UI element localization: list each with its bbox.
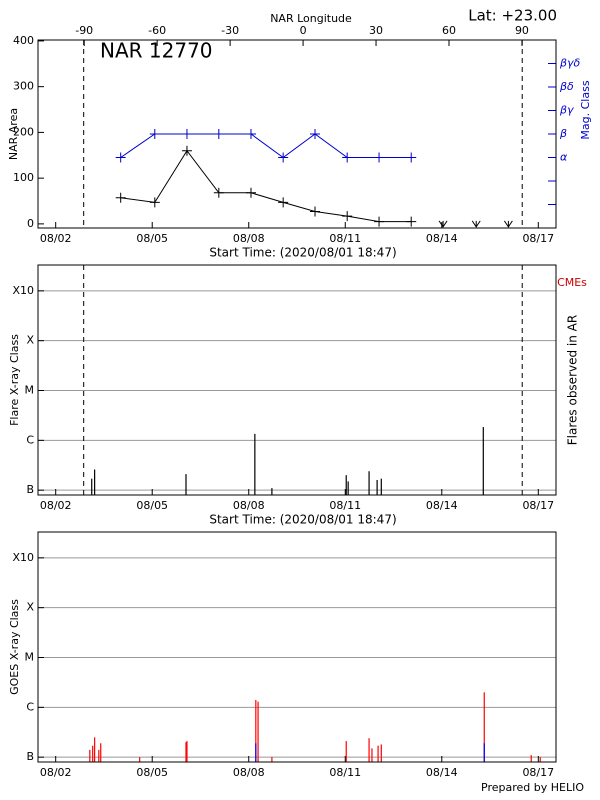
marker bbox=[471, 220, 481, 228]
marker bbox=[406, 152, 417, 163]
x-tick-label: 08/05 bbox=[136, 499, 168, 512]
marker bbox=[310, 129, 321, 139]
marker bbox=[115, 192, 126, 203]
marker bbox=[278, 197, 289, 208]
marker bbox=[438, 220, 448, 228]
y-axis-title: Flare X-ray Class bbox=[8, 334, 21, 426]
y2-tick-label: βδ bbox=[559, 80, 574, 93]
y-tick-label: M bbox=[25, 651, 35, 664]
y2-tick-label: β bbox=[559, 127, 567, 140]
latitude-label: Lat: +23.00 bbox=[468, 7, 557, 25]
marker bbox=[374, 152, 385, 163]
x-axis-title: Start Time: (2020/08/01 18:47) bbox=[209, 246, 396, 260]
x-tick-label: 08/17 bbox=[522, 766, 554, 779]
x2-tick-label: -60 bbox=[148, 24, 166, 37]
y2-axis-title: Flares observed in AR bbox=[566, 315, 580, 445]
marker bbox=[406, 216, 417, 227]
x-tick-label: 08/11 bbox=[329, 499, 361, 512]
marker bbox=[310, 206, 321, 217]
marker bbox=[213, 129, 224, 139]
x-tick-label: 08/02 bbox=[40, 766, 72, 779]
x-tick-label: 08/14 bbox=[426, 766, 458, 779]
footer: Prepared by HELIO bbox=[481, 781, 584, 794]
y-tick-label: X bbox=[26, 601, 34, 614]
y2-tick-label: α bbox=[560, 151, 568, 164]
x-tick-label: 08/02 bbox=[40, 499, 72, 512]
x-tick-label: 08/08 bbox=[233, 766, 265, 779]
y-axis-title: GOES X-ray Class bbox=[8, 599, 21, 695]
y-tick-label: 100 bbox=[13, 171, 34, 184]
y-tick-label: 400 bbox=[13, 34, 34, 47]
marker bbox=[213, 187, 224, 198]
marker bbox=[181, 129, 192, 139]
x-tick-label: 08/05 bbox=[136, 766, 168, 779]
x-tick-label: 08/11 bbox=[329, 766, 361, 779]
y-tick-label: B bbox=[26, 750, 34, 763]
y-tick-label: M bbox=[25, 384, 35, 397]
x-tick-label: 08/14 bbox=[426, 499, 458, 512]
y-tick-label: 200 bbox=[13, 125, 34, 138]
plot-frame bbox=[37, 264, 557, 496]
y-tick-label: C bbox=[26, 700, 34, 713]
x-tick-label: 08/08 bbox=[233, 499, 265, 512]
y-tick-label: 0 bbox=[27, 217, 34, 230]
y2-axis-title: Mag. Class bbox=[579, 80, 592, 139]
plot-frame bbox=[37, 39, 557, 229]
x2-tick-label: -90 bbox=[75, 24, 93, 37]
x-tick-label: 08/05 bbox=[136, 232, 168, 245]
marker bbox=[245, 187, 256, 198]
y-tick-label: C bbox=[26, 433, 34, 446]
x2-axis-title: NAR Longitude bbox=[270, 12, 352, 25]
x-tick-label: 08/17 bbox=[522, 499, 554, 512]
x-tick-label: 08/02 bbox=[40, 232, 72, 245]
y-tick-label: X bbox=[26, 334, 34, 347]
x-axis-title: Start Time: (2020/08/01 18:47) bbox=[209, 513, 396, 527]
x-tick-label: 08/17 bbox=[522, 232, 554, 245]
plot-frame bbox=[37, 531, 557, 763]
marker bbox=[181, 145, 192, 156]
x2-tick-label: 90 bbox=[515, 24, 529, 37]
marker bbox=[342, 211, 353, 222]
marker bbox=[149, 197, 160, 208]
y-tick-label: B bbox=[26, 483, 34, 496]
marker bbox=[149, 129, 160, 139]
marker bbox=[503, 220, 513, 228]
cme-label: CMEs bbox=[557, 276, 587, 289]
series-line bbox=[120, 149, 412, 223]
y2-tick-label: βγδ bbox=[559, 57, 581, 70]
y2-tick-label: βγ bbox=[559, 104, 574, 117]
y-tick-label: X10 bbox=[12, 551, 34, 564]
series-line bbox=[120, 133, 412, 159]
x2-tick-label: 0 bbox=[300, 24, 307, 37]
marker bbox=[278, 152, 289, 163]
x-tick-label: 08/14 bbox=[426, 232, 458, 245]
x-tick-label: 08/11 bbox=[329, 232, 361, 245]
y-tick-label: 300 bbox=[13, 80, 34, 93]
x2-tick-label: -30 bbox=[221, 24, 239, 37]
y-axis-title: NAR Area bbox=[7, 108, 20, 160]
y-tick-label: X10 bbox=[12, 284, 34, 297]
marker bbox=[115, 152, 126, 163]
x2-tick-label: 60 bbox=[442, 24, 456, 37]
x-tick-label: 08/08 bbox=[233, 232, 265, 245]
marker bbox=[374, 216, 385, 227]
chart-title: NAR 12770 bbox=[100, 39, 213, 63]
marker bbox=[245, 129, 256, 139]
x2-tick-label: 30 bbox=[369, 24, 383, 37]
marker bbox=[342, 152, 353, 163]
